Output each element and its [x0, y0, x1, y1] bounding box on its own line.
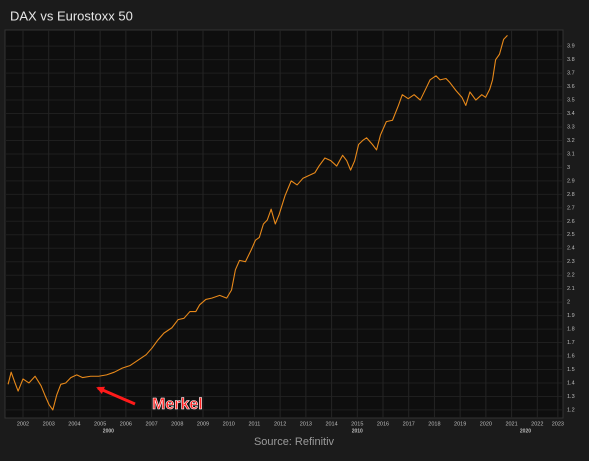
x-tick-label: 2020: [480, 421, 492, 427]
y-tick-label: 3.1: [567, 151, 575, 157]
x-group-label: 2020: [520, 428, 531, 434]
y-tick-label: 3.4: [567, 111, 575, 117]
x-tick-label: 2013: [300, 421, 312, 427]
annotation-arrow: [96, 386, 136, 406]
line-series: [7, 35, 508, 411]
y-tick-label: 1.2: [567, 407, 575, 413]
x-tick-label: 2023: [552, 421, 564, 427]
y-tick-label: 3: [567, 165, 570, 171]
y-tick-label: 1.3: [567, 394, 575, 400]
x-tick-label: 2019: [454, 421, 466, 427]
y-tick-label: 2.4: [567, 246, 575, 252]
x-group-label: 2000: [103, 428, 114, 434]
x-tick-label: 2003: [43, 421, 55, 427]
y-tick-label: 3.9: [567, 44, 575, 50]
plot-area: [4, 29, 564, 419]
y-tick-label: 2.8: [567, 192, 575, 198]
y-tick-label: 1.5: [567, 367, 575, 373]
y-tick-label: 1.6: [567, 353, 575, 359]
x-tick-label: 2015: [351, 421, 363, 427]
y-tick-label: 1.4: [567, 380, 575, 386]
x-tick-label: 2014: [325, 421, 337, 427]
y-tick-label: 3.6: [567, 84, 575, 90]
y-tick-label: 3.3: [567, 124, 575, 130]
y-tick-label: 2.7: [567, 205, 575, 211]
x-tick-label: 2008: [171, 421, 183, 427]
x-tick-label: 2004: [68, 421, 80, 427]
y-tick-label: 1.8: [567, 327, 575, 333]
y-tick-label: 2.3: [567, 259, 575, 265]
x-tick-label: 2009: [197, 421, 209, 427]
x-tick-label: 2010: [223, 421, 235, 427]
x-tick-label: 2002: [17, 421, 29, 427]
y-tick-label: 1.7: [567, 340, 575, 346]
y-tick-label: 1.9: [567, 313, 575, 319]
y-tick-label: 2.1: [567, 286, 575, 292]
x-group-label: 2010: [352, 428, 363, 434]
source: Source: Refinitiv: [254, 436, 335, 448]
y-tick-label: 2.5: [567, 232, 575, 238]
x-tick-label: 2007: [145, 421, 157, 427]
x-tick-label: 2017: [403, 421, 415, 427]
x-tick-label: 2011: [249, 421, 261, 427]
y-tick-label: 3.2: [567, 138, 575, 144]
x-tick-label: 2016: [377, 421, 389, 427]
chart-title: DAX vs Eurostoxx 50: [10, 8, 133, 23]
x-tick-label: 2005: [94, 421, 106, 427]
x-tick-label: 2012: [274, 421, 286, 427]
annotation: Merkel: [152, 396, 203, 413]
y-tick-label: 2.9: [567, 178, 575, 184]
y-tick-label: 3.7: [567, 71, 575, 77]
y-tick-label: 2.6: [567, 219, 575, 225]
x-tick-label: 2021: [505, 421, 517, 427]
y-tick-label: 3.5: [567, 98, 575, 104]
y-tick-label: 2: [567, 300, 570, 306]
y-tick-label: 2.2: [567, 273, 575, 279]
x-tick-label: 2018: [428, 421, 440, 427]
x-tick-label: 2022: [531, 421, 543, 427]
y-tick-label: 3.8: [567, 57, 575, 63]
x-tick-label: 2006: [120, 421, 132, 427]
